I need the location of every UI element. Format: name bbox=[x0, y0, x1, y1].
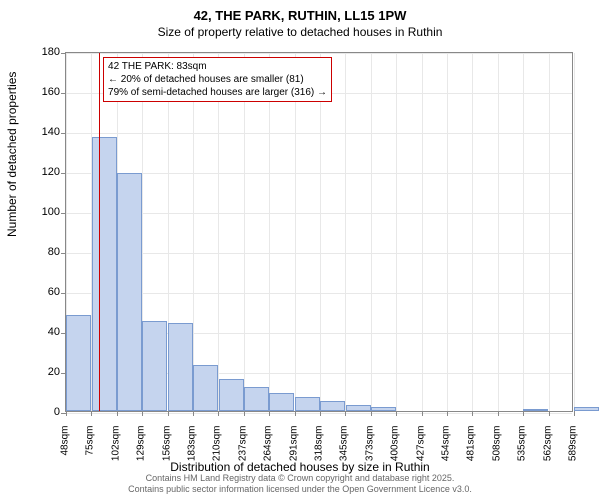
grid-line-vertical bbox=[371, 53, 372, 411]
x-tick-mark bbox=[472, 411, 473, 416]
attribution-line2: Contains public sector information licen… bbox=[0, 484, 600, 496]
histogram-bar bbox=[168, 323, 193, 411]
x-tick-mark bbox=[549, 411, 550, 416]
grid-line-vertical bbox=[295, 53, 296, 411]
callout-box: 42 THE PARK: 83sqm← 20% of detached hous… bbox=[103, 57, 332, 102]
callout-line3: 79% of semi-detached houses are larger (… bbox=[108, 86, 327, 99]
attribution-text: Contains HM Land Registry data © Crown c… bbox=[0, 473, 600, 496]
histogram-bar bbox=[117, 173, 142, 411]
x-tick-label: 264sqm bbox=[263, 426, 274, 466]
y-tick-label: 60 bbox=[30, 286, 60, 298]
x-tick-label: 454sqm bbox=[441, 426, 452, 466]
y-tick-label: 40 bbox=[30, 326, 60, 338]
grid-line-vertical bbox=[269, 53, 270, 411]
callout-line1: 42 THE PARK: 83sqm bbox=[108, 60, 327, 73]
grid-line-vertical bbox=[447, 53, 448, 411]
chart-title-sub: Size of property relative to detached ho… bbox=[0, 23, 600, 39]
x-tick-label: 508sqm bbox=[491, 426, 502, 466]
histogram-bar bbox=[193, 365, 218, 411]
y-tick-label: 0 bbox=[30, 406, 60, 418]
x-tick-mark bbox=[244, 411, 245, 416]
x-tick-label: 535sqm bbox=[517, 426, 528, 466]
grid-line-vertical bbox=[396, 53, 397, 411]
x-tick-label: 318sqm bbox=[314, 426, 325, 466]
y-tick-label: 140 bbox=[30, 126, 60, 138]
x-tick-mark bbox=[142, 411, 143, 416]
histogram-bar bbox=[320, 401, 345, 411]
callout-line2: ← 20% of detached houses are smaller (81… bbox=[108, 73, 327, 86]
marker-line bbox=[99, 53, 100, 411]
x-tick-mark bbox=[295, 411, 296, 416]
grid-line-vertical bbox=[574, 53, 575, 411]
y-tick-label: 80 bbox=[30, 246, 60, 258]
x-tick-label: 75sqm bbox=[85, 426, 96, 466]
x-tick-mark bbox=[422, 411, 423, 416]
histogram-bar bbox=[523, 409, 548, 411]
y-tick-label: 120 bbox=[30, 166, 60, 178]
y-tick-label: 180 bbox=[30, 46, 60, 58]
histogram-bar bbox=[371, 407, 396, 411]
x-tick-label: 291sqm bbox=[288, 426, 299, 466]
x-tick-label: 345sqm bbox=[339, 426, 350, 466]
x-tick-label: 237sqm bbox=[237, 426, 248, 466]
x-tick-mark bbox=[117, 411, 118, 416]
histogram-bar bbox=[295, 397, 320, 411]
histogram-bar bbox=[92, 137, 117, 411]
histogram-bar bbox=[346, 405, 371, 411]
grid-line-vertical bbox=[549, 53, 550, 411]
x-tick-mark bbox=[447, 411, 448, 416]
x-tick-mark bbox=[218, 411, 219, 416]
grid-line-vertical bbox=[345, 53, 346, 411]
grid-line-vertical bbox=[523, 53, 524, 411]
histogram-bar bbox=[142, 321, 167, 411]
histogram-bar bbox=[269, 393, 294, 411]
grid-line-vertical bbox=[422, 53, 423, 411]
x-tick-mark bbox=[574, 411, 575, 416]
y-axis-title: Number of detached properties bbox=[5, 72, 19, 237]
x-tick-mark bbox=[320, 411, 321, 416]
x-tick-mark bbox=[345, 411, 346, 416]
x-tick-label: 183sqm bbox=[187, 426, 198, 466]
grid-line-vertical bbox=[244, 53, 245, 411]
x-tick-label: 427sqm bbox=[415, 426, 426, 466]
y-tick-label: 20 bbox=[30, 366, 60, 378]
x-tick-mark bbox=[168, 411, 169, 416]
x-tick-mark bbox=[193, 411, 194, 416]
x-tick-label: 129sqm bbox=[136, 426, 147, 466]
attribution-line1: Contains HM Land Registry data © Crown c… bbox=[0, 473, 600, 485]
x-tick-mark bbox=[396, 411, 397, 416]
x-tick-label: 48sqm bbox=[60, 426, 71, 466]
grid-line-vertical bbox=[498, 53, 499, 411]
histogram-bar bbox=[574, 407, 599, 411]
histogram-bar bbox=[66, 315, 91, 411]
x-tick-label: 400sqm bbox=[390, 426, 401, 466]
histogram-bar bbox=[219, 379, 244, 411]
y-tick-label: 100 bbox=[30, 206, 60, 218]
x-tick-mark bbox=[371, 411, 372, 416]
grid-line-vertical bbox=[193, 53, 194, 411]
chart-plot-area: 42 THE PARK: 83sqm← 20% of detached hous… bbox=[65, 52, 573, 412]
x-tick-label: 156sqm bbox=[161, 426, 172, 466]
y-tick-label: 160 bbox=[30, 86, 60, 98]
x-tick-label: 589sqm bbox=[568, 426, 579, 466]
grid-line-vertical bbox=[320, 53, 321, 411]
x-tick-label: 102sqm bbox=[110, 426, 121, 466]
x-tick-mark bbox=[498, 411, 499, 416]
x-tick-mark bbox=[269, 411, 270, 416]
x-tick-label: 210sqm bbox=[212, 426, 223, 466]
x-tick-mark bbox=[523, 411, 524, 416]
x-tick-label: 373sqm bbox=[364, 426, 375, 466]
x-tick-mark bbox=[91, 411, 92, 416]
chart-title-main: 42, THE PARK, RUTHIN, LL15 1PW bbox=[0, 0, 600, 23]
x-tick-label: 562sqm bbox=[542, 426, 553, 466]
grid-line-vertical bbox=[218, 53, 219, 411]
histogram-bar bbox=[244, 387, 269, 411]
x-tick-mark bbox=[66, 411, 67, 416]
grid-line-vertical bbox=[472, 53, 473, 411]
x-tick-label: 481sqm bbox=[466, 426, 477, 466]
